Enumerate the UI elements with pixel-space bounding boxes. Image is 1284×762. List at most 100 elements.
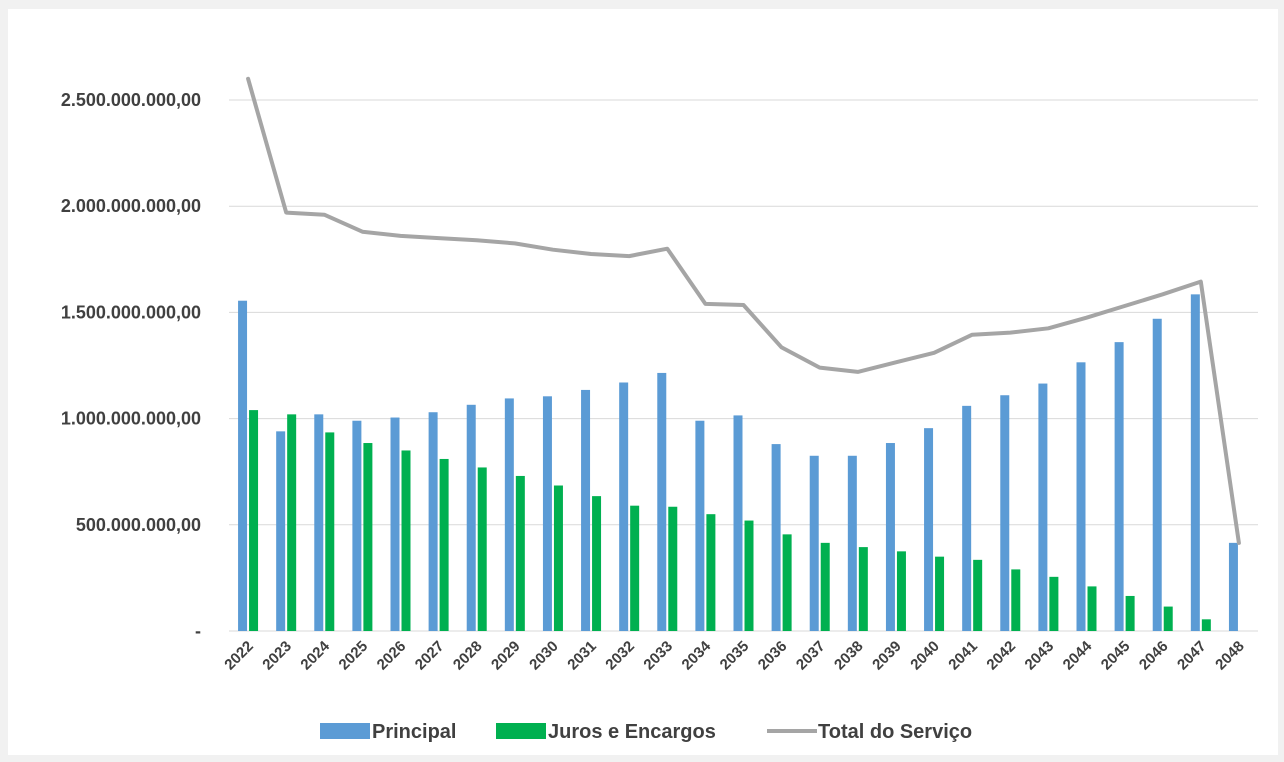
juros-e-encargos-bar-2037	[820, 542, 830, 631]
bars	[238, 294, 1238, 631]
juros-e-encargos-bar-2024	[325, 432, 335, 631]
y-axis-ticks: - 500.000.000,00 1.000.000.000,00 1.500.000…	[61, 90, 201, 641]
x-tick-label: 2026	[374, 638, 410, 674]
principal-bar-2026	[390, 417, 400, 631]
legend-label-total-do-servico: Total do Serviço	[818, 721, 972, 743]
x-tick-label: 2044	[1060, 637, 1096, 673]
x-tick-label: 2040	[907, 638, 943, 674]
juros-e-encargos-bar-2027	[439, 458, 449, 631]
juros-e-encargos-bar-2030	[553, 485, 563, 631]
x-tick-label: 2037	[793, 638, 829, 674]
x-tick-label: 2048	[1212, 638, 1248, 674]
juros-e-encargos-bar-2035	[744, 520, 754, 631]
x-tick-label: 2032	[602, 638, 638, 674]
y-tick-label: -	[195, 621, 201, 641]
principal-bar-2032	[619, 382, 629, 631]
principal-bar-2043	[1038, 383, 1048, 631]
x-tick-label: 2045	[1098, 638, 1134, 674]
x-tick-label: 2024	[297, 637, 333, 673]
juros-e-encargos-bar-2043	[1049, 576, 1059, 631]
x-tick-label: 2039	[869, 638, 905, 674]
x-tick-label: 2023	[259, 638, 295, 674]
x-tick-label: 2028	[450, 638, 486, 674]
x-tick-label: 2036	[755, 638, 791, 674]
legend-label-juros-e-encargos: Juros e Encargos	[548, 721, 716, 743]
x-tick-label: 2042	[983, 638, 1019, 674]
principal-bar-2040	[924, 428, 934, 631]
principal-bar-2029	[504, 398, 514, 631]
principal-bar-2023	[276, 431, 286, 631]
principal-bar-2035	[733, 415, 743, 631]
total-line-layer	[246, 76, 1241, 545]
juros-e-encargos-bar-2029	[515, 475, 525, 631]
x-tick-label: 2034	[679, 637, 715, 673]
juros-e-encargos-bar-2023	[287, 414, 297, 631]
x-tick-label: 2033	[640, 638, 676, 674]
principal-bar-2036	[771, 444, 781, 631]
x-tick-label: 2025	[336, 638, 372, 674]
x-tick-label: 2035	[717, 638, 753, 674]
juros-e-encargos-bar-2034	[706, 514, 716, 631]
x-tick-label: 2029	[488, 638, 524, 674]
juros-e-encargos-bar-2041	[973, 559, 983, 631]
juros-e-encargos-bar-2042	[1011, 569, 1021, 631]
x-tick-label: 2030	[526, 638, 562, 674]
x-tick-label: 2046	[1136, 638, 1172, 674]
juros-e-encargos-bar-2022	[249, 410, 259, 631]
x-axis-ticks: 2022 2023 2024 2025 2026 2027 2028 2029 2030 2031…	[221, 637, 1248, 673]
principal-bar-2045	[1114, 342, 1124, 631]
juros-e-encargos-bar-2033	[668, 506, 678, 631]
principal-bar-2047	[1190, 294, 1200, 631]
principal-bar-2048	[1228, 542, 1238, 631]
principal-bar-2033	[657, 372, 667, 631]
x-tick-label: 2022	[221, 638, 257, 674]
juros-e-encargos-bar-2045	[1125, 595, 1135, 631]
principal-bar-2042	[1000, 395, 1010, 631]
legend-item-principal: Principal	[320, 721, 456, 743]
juros-e-encargos-bar-2044	[1087, 586, 1097, 631]
principal-bar-2030	[542, 396, 552, 631]
juros-e-encargos-bar-2047	[1201, 619, 1211, 631]
x-tick-label: 2031	[564, 638, 600, 674]
principal-bar-2046	[1152, 318, 1162, 631]
principal-bar-2031	[581, 389, 591, 631]
y-tick-label: 1.500.000.000,00	[61, 302, 201, 322]
y-tick-label: 1.000.000.000,00	[61, 409, 201, 429]
y-tick-label: 2.500.000.000,00	[61, 90, 201, 110]
legend: Principal Juros e Encargos Total do Serviç…	[320, 721, 972, 743]
x-tick-label: 2041	[945, 638, 981, 674]
juros-e-encargos-bar-2046	[1163, 606, 1173, 631]
legend-item-juros-e-encargos: Juros e Encargos	[496, 721, 716, 743]
principal-bar-2025	[352, 420, 362, 631]
legend-item-total-do-servico: Total do Serviço	[767, 721, 972, 743]
juros-e-encargos-bar-2036	[782, 534, 792, 631]
chart-frame: - 500.000.000,00 1.000.000.000,00 1.500.000…	[8, 9, 1278, 755]
juros-e-encargos-bar-2040	[935, 556, 945, 631]
x-tick-label: 2038	[831, 638, 867, 674]
principal-bar-2039	[885, 443, 895, 631]
principal-bar-2044	[1076, 362, 1086, 631]
principal-bar-2028	[466, 404, 476, 631]
x-tick-label: 2027	[412, 638, 448, 674]
principal-bar-2027	[428, 412, 438, 631]
y-tick-label: 2.000.000.000,00	[61, 196, 201, 216]
gridlines	[229, 99, 1258, 632]
principal-bar-2022	[238, 300, 248, 631]
juros-e-encargos-bar-2028	[477, 467, 487, 631]
juros-e-encargos-bar-2038	[858, 547, 868, 631]
juros-e-encargos-bar-2032	[630, 505, 640, 631]
juros-e-encargos-bar-2025	[363, 443, 373, 631]
principal-bar-2038	[847, 455, 857, 631]
x-tick-label: 2047	[1174, 638, 1210, 674]
juros-e-encargos-bar-2039	[896, 551, 906, 631]
principal-bar-2037	[809, 455, 819, 631]
juros-e-encargos-bar-2026	[401, 450, 411, 631]
principal-bar-2041	[962, 405, 972, 631]
principal-bar-2024	[314, 414, 324, 631]
debt-service-chart: - 500.000.000,00 1.000.000.000,00 1.500.000…	[61, 76, 1258, 743]
x-tick-label: 2043	[1022, 638, 1058, 674]
legend-swatch-principal	[320, 723, 370, 739]
legend-swatch-juros-e-encargos	[496, 723, 546, 739]
juros-e-encargos-bar-2031	[592, 496, 602, 631]
principal-bar-2034	[695, 420, 705, 631]
